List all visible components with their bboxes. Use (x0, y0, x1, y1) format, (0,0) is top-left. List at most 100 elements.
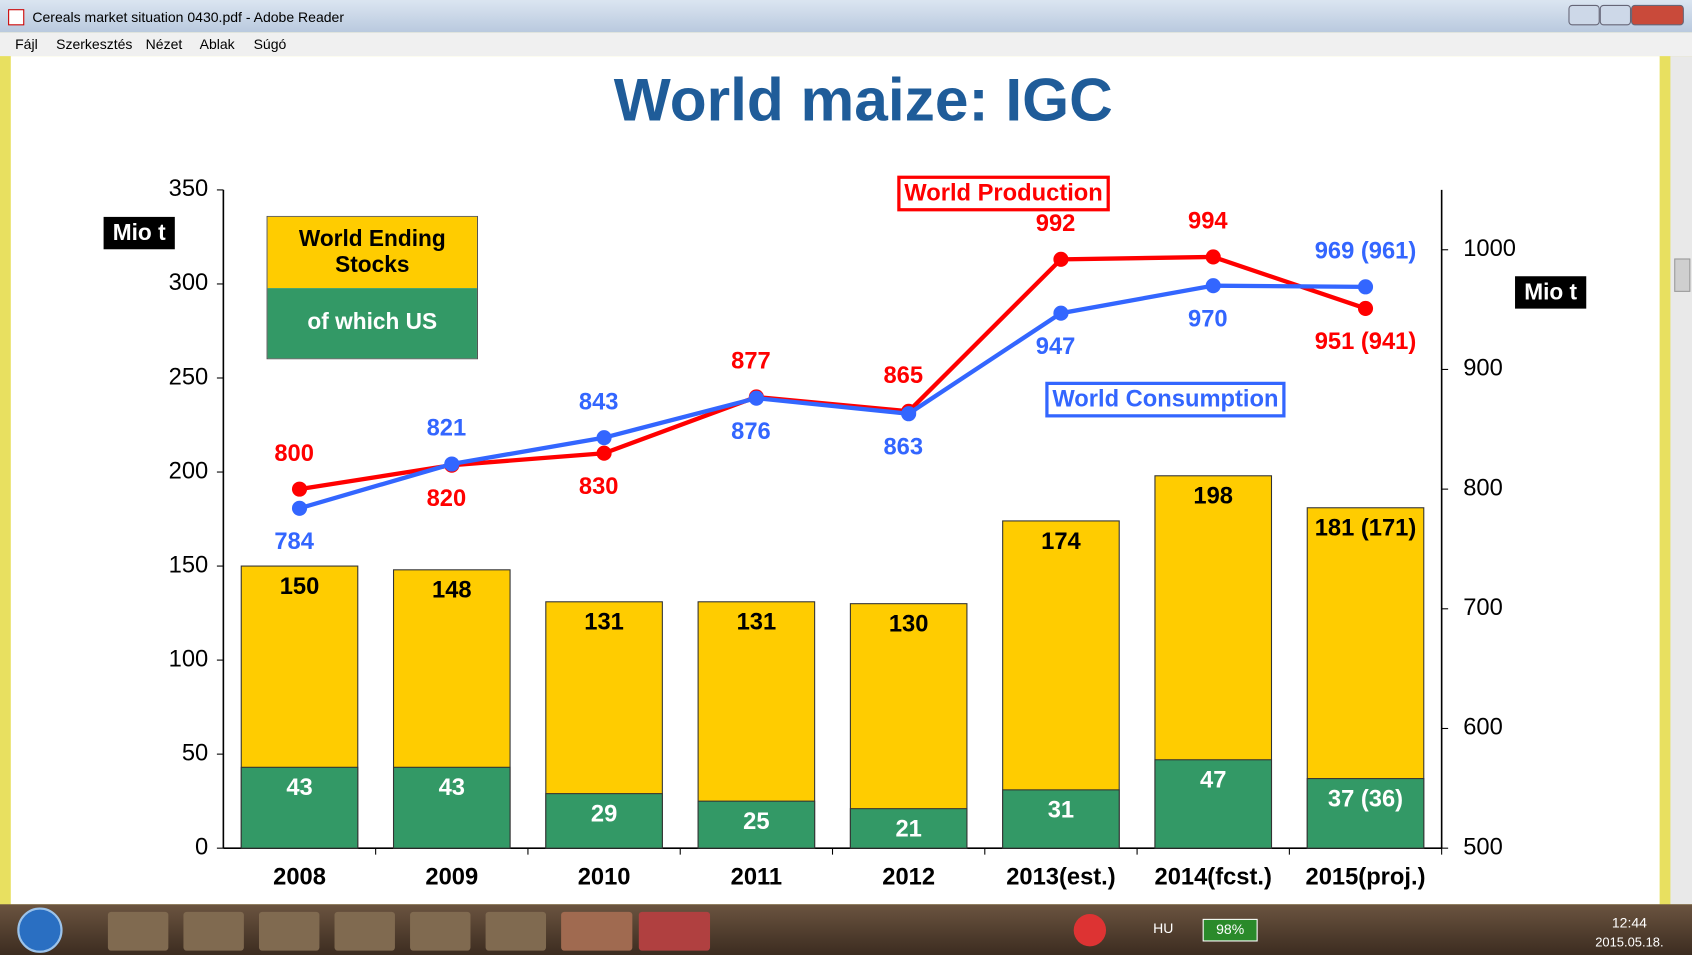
x-tick-label: 2015(proj.) (1306, 865, 1426, 891)
y-tick-label: 150 (169, 552, 209, 578)
title-bar (0, 0, 1692, 33)
bar (697, 800, 816, 849)
bar-value-label: 25 (743, 809, 769, 835)
line-value-label: 820 (427, 486, 467, 512)
bar (1306, 778, 1425, 849)
y2-tick-label: 500 (1463, 834, 1503, 860)
scrollbar[interactable] (1670, 56, 1692, 905)
x-tick-label: 2012 (882, 865, 935, 891)
line-value-label: 969 (961) (1315, 239, 1417, 265)
bar-value-label: 43 (439, 775, 465, 801)
line-point (1205, 249, 1221, 265)
series-name-box (1045, 381, 1286, 418)
line-value-label: 865 (883, 363, 923, 389)
x-tick-label: 2014(fcst.) (1155, 865, 1272, 891)
line-value-label: 992 (1036, 211, 1076, 237)
legend-entry: of which US (267, 287, 477, 359)
app-button[interactable] (258, 911, 320, 951)
menu-item[interactable]: Ablak (200, 36, 236, 52)
window-controls[interactable] (1568, 4, 1684, 26)
series-name-box (897, 175, 1110, 212)
menu-item[interactable]: Fájl (15, 36, 38, 52)
line-point (291, 500, 308, 516)
y-axis-label: Mio t (113, 219, 166, 245)
language-indicator[interactable]: HU (1153, 920, 1173, 936)
line-point (1053, 251, 1069, 267)
menu-bar (0, 32, 1692, 57)
clock-time[interactable]: 12:44 (1612, 914, 1647, 930)
battery-text: 98% (1216, 921, 1244, 937)
app-button[interactable] (561, 911, 633, 951)
series-name-label: World Production (904, 181, 1103, 207)
start-button[interactable] (17, 907, 63, 953)
bar-value-label: 21 (895, 817, 921, 843)
line-value-label: 994 (1188, 209, 1228, 235)
bar-value-label: 43 (286, 775, 312, 801)
window-title: Cereals market situation 0430.pdf - Adob… (32, 9, 344, 25)
line-value-label: 784 (274, 529, 314, 555)
clock-date[interactable]: 2015.05.18. (1595, 935, 1663, 950)
line-point (1357, 300, 1374, 316)
taskbar-apps (107, 911, 1107, 951)
maximize-button[interactable] (1599, 4, 1632, 26)
app-button[interactable] (107, 911, 169, 951)
bar (849, 603, 968, 849)
app-button[interactable] (334, 911, 395, 951)
line-value-label: 863 (883, 435, 923, 461)
line-value-label: 821 (427, 416, 467, 442)
line-value-label: 970 (1188, 306, 1228, 332)
battery-indicator[interactable] (1202, 918, 1258, 942)
x-tick-label: 2011 (731, 865, 782, 891)
line-value-label: 876 (731, 419, 771, 445)
bar (849, 808, 968, 849)
scroll-thumb[interactable] (1674, 258, 1691, 292)
y-tick-label: 350 (169, 176, 209, 202)
app-button[interactable] (183, 911, 244, 951)
taskbar (0, 904, 1692, 955)
line-point (901, 406, 917, 422)
bar-value-label: 181 (171) (1315, 516, 1417, 542)
axis-label-box (1515, 276, 1587, 309)
app-button[interactable] (485, 911, 547, 951)
bar-value-label: 29 (591, 801, 617, 827)
chart-title: World maize: IGC (614, 66, 1113, 134)
y-tick-label: 50 (182, 740, 208, 766)
chart: World maize: IGC Mio t Mio t World Endin… (103, 66, 1587, 891)
menu-item[interactable]: Súgó (254, 36, 287, 52)
y2-tick-label: 800 (1463, 475, 1503, 501)
tray-icon[interactable] (1073, 913, 1107, 947)
y2-tick-label: 700 (1463, 595, 1503, 621)
bar-value-label: 131 (737, 610, 777, 636)
minimize-button[interactable] (1568, 4, 1600, 26)
bar (392, 766, 511, 849)
line-point (748, 390, 764, 406)
x-tick-label: 2013(est.) (1006, 865, 1115, 891)
line-point (291, 481, 308, 497)
line-point (596, 445, 612, 461)
y2-tick-label: 900 (1463, 356, 1503, 382)
bar-value-label: 148 (432, 578, 472, 604)
line-value-label: 843 (579, 389, 619, 415)
close-button[interactable] (1631, 4, 1684, 26)
line-value-label: 877 (731, 349, 771, 375)
bar-value-label: 47 (1200, 768, 1226, 794)
app-button[interactable] (638, 911, 711, 951)
menu-item[interactable]: Szerkesztés (56, 36, 132, 52)
app-icon (8, 9, 25, 26)
line-value-label: 800 (274, 441, 314, 467)
line-value-label: 830 (579, 474, 619, 500)
menu-item[interactable]: Nézet (146, 36, 183, 52)
bar-value-label: 174 (1041, 529, 1081, 555)
legend-box: World Ending Stocks of which US (266, 215, 479, 360)
bar (240, 766, 359, 849)
line-point (1357, 279, 1374, 295)
bar-value-label: 131 (584, 610, 624, 636)
line-value-label: 947 (1036, 334, 1076, 360)
y-tick-label: 200 (169, 458, 209, 484)
bar (1154, 759, 1273, 849)
series-name-label: World Consumption (1052, 387, 1278, 413)
y-tick-label: 100 (169, 646, 209, 672)
bar (545, 793, 663, 849)
y-tick-label: 0 (195, 834, 208, 860)
app-button[interactable] (410, 911, 471, 951)
